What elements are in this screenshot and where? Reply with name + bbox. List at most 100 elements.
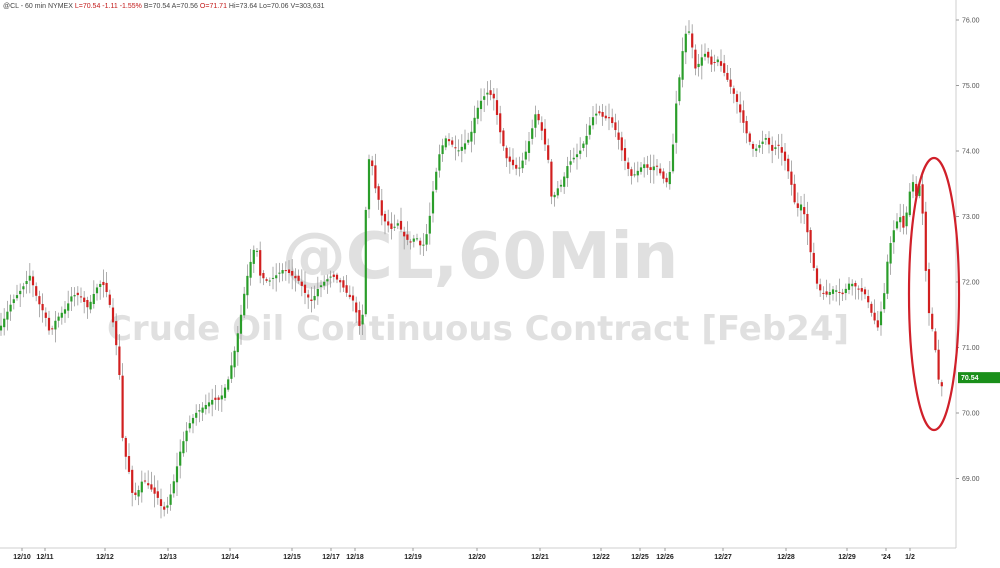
- candle-up: [425, 234, 428, 245]
- candle-up: [140, 481, 143, 493]
- candle-up: [703, 53, 707, 57]
- candle-up: [476, 107, 479, 119]
- candle-down: [739, 104, 742, 113]
- candle-down: [646, 164, 649, 168]
- x-tick-label: 12/18: [346, 554, 364, 561]
- candle-down: [655, 165, 659, 167]
- candle-down: [79, 296, 83, 298]
- candle-up: [905, 212, 908, 227]
- candle-down: [732, 88, 735, 94]
- candle-down: [297, 275, 300, 281]
- header-symbol: @CL - 60 min: [3, 3, 46, 10]
- candle-up: [684, 33, 687, 53]
- candle-up: [755, 148, 758, 151]
- candle-up: [799, 204, 803, 211]
- candle-up: [268, 280, 271, 282]
- candle-up: [847, 283, 851, 290]
- x-tick-label: 12/12: [96, 554, 114, 561]
- candle-up: [457, 150, 460, 152]
- candle-up: [563, 176, 566, 187]
- header-low: Lo=70.06: [259, 3, 288, 10]
- candle-down: [259, 250, 262, 276]
- candle-up: [92, 293, 95, 305]
- candle-down: [604, 115, 607, 119]
- candle-up: [60, 312, 63, 318]
- candle-down: [419, 240, 422, 246]
- candle-up: [281, 270, 284, 274]
- candle-down: [291, 270, 294, 276]
- candle-down: [793, 183, 796, 203]
- candle-up: [463, 143, 467, 150]
- candle-up: [367, 159, 371, 210]
- candle-down: [86, 299, 89, 308]
- candle-up: [521, 160, 524, 169]
- candle-down: [332, 274, 335, 277]
- candle-down: [547, 145, 550, 160]
- candle-up: [28, 275, 31, 281]
- candle-up: [889, 243, 892, 264]
- candle-down: [867, 296, 870, 303]
- candle-down: [854, 282, 857, 287]
- candle-down: [409, 241, 412, 243]
- candle-down: [543, 128, 547, 145]
- candle-down: [857, 288, 860, 290]
- candle-up: [441, 145, 444, 155]
- x-tick-label: 12/17: [322, 554, 340, 561]
- header-bid: B=70.54: [144, 3, 170, 10]
- candle-down: [115, 321, 118, 346]
- candle-up: [230, 365, 233, 379]
- x-tick-label: 12/10: [13, 554, 31, 561]
- candle-up: [25, 281, 28, 285]
- candle-down: [873, 312, 876, 321]
- candle-up: [585, 135, 588, 145]
- x-tick-label: 12/15: [283, 554, 301, 561]
- candle-down: [134, 492, 137, 496]
- y-tick-label: 72.00: [962, 280, 980, 287]
- candle-up: [643, 164, 646, 169]
- candle-down: [31, 276, 35, 286]
- candle-down: [399, 220, 403, 230]
- header-volume: V=303,631: [290, 3, 324, 10]
- candle-down: [809, 230, 812, 253]
- x-tick-label: 12/25: [631, 554, 649, 561]
- candle-up: [524, 151, 527, 160]
- candle-up: [444, 138, 447, 148]
- candle-down: [601, 111, 604, 117]
- candle-down: [47, 317, 51, 331]
- candle-up: [195, 412, 198, 418]
- candle-up: [479, 100, 483, 110]
- x-tick-label: 1/2: [905, 554, 915, 561]
- x-tick-label: 12/29: [838, 554, 856, 561]
- candle-down: [550, 161, 553, 197]
- candle-up: [582, 143, 585, 148]
- candle-up: [566, 166, 569, 179]
- candle-down: [339, 280, 342, 283]
- candle-down: [495, 100, 499, 115]
- header-open: O=71.71: [200, 3, 227, 10]
- candle-up: [99, 283, 102, 287]
- candle-down: [796, 203, 799, 208]
- candle-down: [499, 113, 502, 133]
- candle-down: [617, 132, 620, 140]
- candle-down: [143, 480, 147, 482]
- candle-up: [201, 407, 204, 413]
- candle-up: [899, 217, 902, 223]
- candle-down: [111, 307, 115, 323]
- candle-up: [844, 288, 847, 294]
- candle-down: [380, 200, 383, 216]
- candle-down: [937, 349, 940, 380]
- last-price-badge: 70.54: [958, 372, 1000, 384]
- candle-down: [921, 184, 924, 214]
- candle-down: [214, 397, 217, 400]
- candle-up: [591, 117, 595, 126]
- candle-up: [908, 191, 911, 216]
- candle-down: [505, 147, 508, 159]
- candle-up: [393, 226, 396, 228]
- candle-up: [239, 314, 243, 334]
- candle-up: [188, 423, 191, 429]
- candle-up: [175, 466, 179, 483]
- candle-up: [3, 318, 6, 328]
- candle-down: [940, 382, 943, 387]
- candle-down: [860, 288, 863, 292]
- candle-down: [41, 303, 44, 311]
